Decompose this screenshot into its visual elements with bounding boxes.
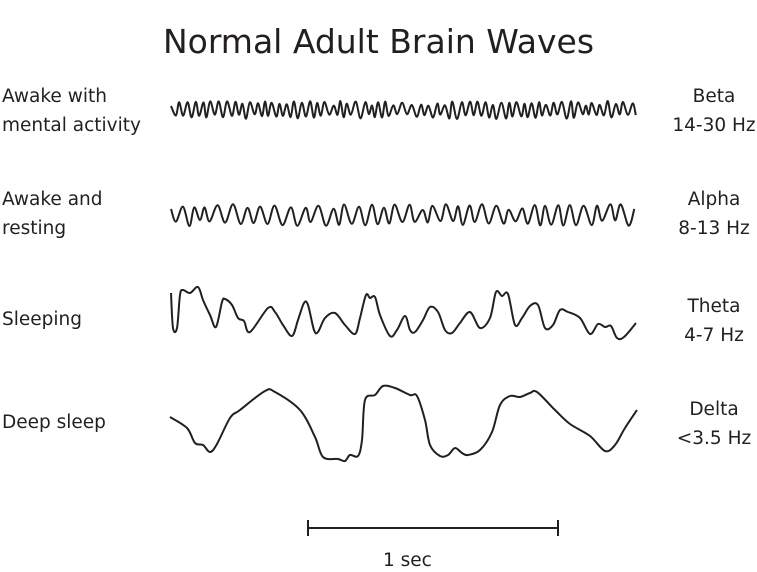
- beta-wave: [170, 99, 637, 121]
- state-label-theta: Sleeping: [2, 309, 82, 330]
- wave-name: Alpha: [687, 189, 741, 210]
- wave-frequency: 4-7 Hz: [684, 325, 744, 346]
- diagram-title: Normal Adult Brain Waves: [162, 22, 595, 61]
- wave-name: Beta: [692, 86, 736, 107]
- state-label-beta: Awake with mental activity: [2, 86, 141, 136]
- wave-label-theta: Theta 4-7 Hz: [665, 292, 757, 350]
- scale-bar: [307, 520, 559, 536]
- alpha-wave: [170, 203, 636, 228]
- wave-label-delta: Delta <3.5 Hz: [665, 395, 757, 453]
- state-label-delta: Deep sleep: [2, 412, 106, 433]
- wave-label-alpha: Alpha 8-13 Hz: [665, 185, 757, 243]
- scale-bar-label: 1 sec: [383, 550, 432, 571]
- wave-frequency: 14-30 Hz: [672, 115, 756, 136]
- wave-frequency: <3.5 Hz: [676, 428, 752, 449]
- state-label-alpha: Awake and resting: [2, 189, 103, 239]
- wave-name: Delta: [689, 399, 739, 420]
- wave-label-beta: Beta 14-30 Hz: [665, 82, 757, 140]
- delta-wave: [169, 384, 638, 463]
- wave-frequency: 8-13 Hz: [678, 218, 750, 239]
- theta-wave: [170, 285, 637, 341]
- wave-name: Theta: [687, 296, 741, 317]
